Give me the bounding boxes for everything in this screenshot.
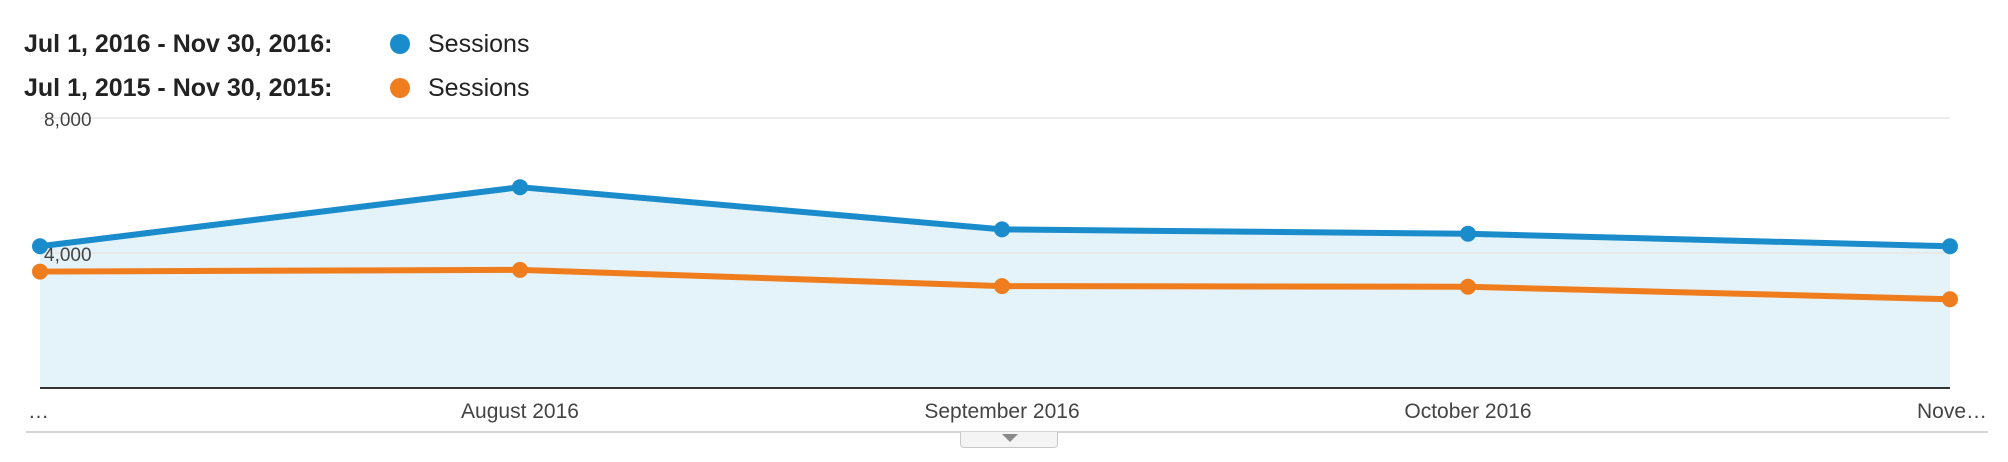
previous-point-3 [1460,278,1476,295]
previous-point-2 [994,278,1010,295]
legend-row-current[interactable]: Jul 1, 2016 - Nov 30, 2016: Sessions [24,22,529,66]
legend-series-current: Sessions [428,29,530,58]
current-point-0 [32,238,48,255]
legend-series-previous: Sessions [428,73,530,102]
legend-range-previous: Jul 1, 2015 - Nov 30, 2015: [24,73,333,102]
x-tick-label: Nove… [1917,400,1987,423]
x-tick-label: October 2016 [1404,400,1531,423]
legend-range-current: Jul 1, 2016 - Nov 30, 2016: [24,29,333,58]
x-tick-label: August 2016 [461,400,579,423]
previous-point-4 [1942,291,1958,308]
y-tick-label: 8,000 [44,110,92,131]
legend: Jul 1, 2016 - Nov 30, 2016: Sessions Jul… [24,22,529,110]
x-tick-label: September 2016 [924,400,1079,423]
previous-point-0 [32,263,48,280]
current-point-3 [1460,225,1476,242]
current-point-1 [512,179,528,196]
current-point-2 [994,221,1010,238]
chart-expand-toggle[interactable] [960,432,1058,448]
previous-point-1 [512,261,528,278]
y-tick-label: 4,000 [44,245,92,266]
legend-dot-previous [390,78,410,98]
legend-dot-current [390,34,410,54]
legend-row-previous[interactable]: Jul 1, 2015 - Nov 30, 2015: Sessions [24,66,529,110]
current-point-4 [1942,238,1958,255]
chevron-down-icon [1002,434,1018,442]
x-tick-label: … [28,400,49,423]
